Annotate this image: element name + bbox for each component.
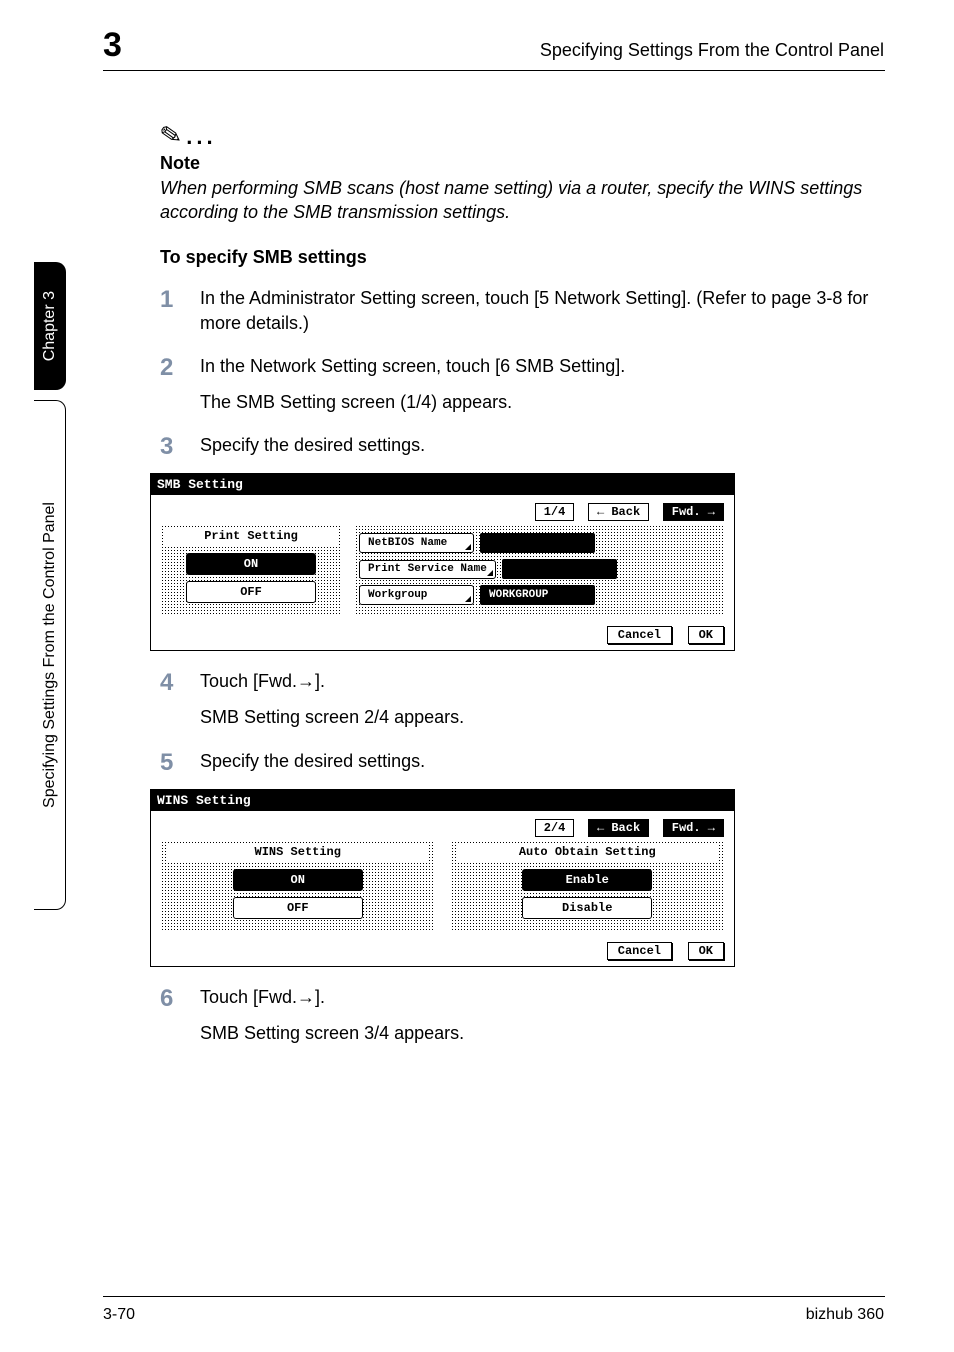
fwd-button[interactable]: Fwd. → bbox=[663, 819, 724, 837]
panel-body: 2/4 ← Back Fwd. → WINS Setting ON OFF Au… bbox=[151, 811, 734, 937]
note-block: ✎ ... Note When performing SMB scans (ho… bbox=[160, 120, 880, 225]
step-subtext: SMB Setting screen 3/4 appears. bbox=[200, 1021, 880, 1046]
header-title: Specifying Settings From the Control Pan… bbox=[540, 40, 884, 61]
cancel-button[interactable]: Cancel bbox=[607, 942, 672, 960]
step-6: 6 Touch [Fwd.→]. bbox=[160, 985, 880, 1013]
panel-body: 1/4 ← Back Fwd. → Print Setting ON OFF N… bbox=[151, 495, 734, 621]
print-service-name-button[interactable]: Print Service Name bbox=[359, 560, 496, 579]
page-indicator: 1/4 bbox=[535, 503, 575, 521]
step-text: Touch [Fwd.→]. bbox=[200, 669, 325, 697]
step-text: In the Administrator Setting screen, tou… bbox=[200, 286, 880, 336]
fwd-label: Fwd. bbox=[672, 821, 701, 835]
print-service-name-value bbox=[502, 559, 617, 579]
note-text: When performing SMB scans (host name set… bbox=[160, 176, 880, 225]
name-settings-group: NetBIOS Name Print Service Name Workgrou… bbox=[355, 525, 724, 615]
back-button[interactable]: ← Back bbox=[588, 819, 649, 837]
fwd-button[interactable]: Fwd. → bbox=[663, 503, 724, 521]
wins-setting-panel: WINS Setting 2/4 ← Back Fwd. → WINS Sett… bbox=[150, 789, 735, 967]
workgroup-button[interactable]: Workgroup bbox=[359, 585, 474, 605]
panel-title: SMB Setting bbox=[151, 474, 734, 495]
side-tab-section: Specifying Settings From the Control Pan… bbox=[34, 400, 66, 910]
off-button[interactable]: OFF bbox=[233, 897, 363, 919]
ellipsis-icon: ... bbox=[186, 124, 216, 149]
step-number: 2 bbox=[160, 354, 200, 382]
netbios-name-button[interactable]: NetBIOS Name bbox=[359, 533, 474, 553]
back-label: Back bbox=[611, 505, 640, 519]
back-label: Back bbox=[611, 821, 640, 835]
step-number: 6 bbox=[160, 985, 200, 1013]
wins-setting-heading: WINS Setting bbox=[167, 843, 429, 863]
pager: 1/4 ← Back Fwd. → bbox=[161, 503, 724, 521]
pencil-icon: ✎ bbox=[157, 118, 184, 152]
auto-obtain-group: Auto Obtain Setting Enable Disable bbox=[451, 841, 725, 931]
cancel-button[interactable]: Cancel bbox=[607, 626, 672, 644]
fwd-label: Fwd. bbox=[672, 505, 701, 519]
step-number: 1 bbox=[160, 286, 200, 336]
section-title: To specify SMB settings bbox=[160, 247, 880, 268]
panel-title: WINS Setting bbox=[151, 790, 734, 811]
step-1: 1 In the Administrator Setting screen, t… bbox=[160, 286, 880, 336]
step-subtext: SMB Setting screen 2/4 appears. bbox=[200, 705, 880, 730]
step-number: 3 bbox=[160, 433, 200, 461]
step-5: 5 Specify the desired settings. bbox=[160, 749, 880, 777]
product-name: bizhub 360 bbox=[806, 1306, 884, 1324]
pager: 2/4 ← Back Fwd. → bbox=[161, 819, 724, 837]
page: 3 Specifying Settings From the Control P… bbox=[0, 0, 954, 1352]
side-tab-section-label: Specifying Settings From the Control Pan… bbox=[41, 502, 59, 808]
on-button[interactable]: ON bbox=[233, 869, 363, 891]
step-3: 3 Specify the desired settings. bbox=[160, 433, 880, 461]
print-setting-heading: Print Setting bbox=[165, 527, 337, 547]
step-text: Specify the desired settings. bbox=[200, 433, 425, 461]
chapter-number: 3 bbox=[103, 26, 122, 65]
side-tab-chapter-label: Chapter 3 bbox=[41, 291, 59, 361]
step-2: 2 In the Network Setting screen, touch [… bbox=[160, 354, 880, 382]
note-label: Note bbox=[160, 153, 880, 174]
page-number: 3-70 bbox=[103, 1306, 135, 1324]
content: ✎ ... Note When performing SMB scans (ho… bbox=[160, 120, 880, 1046]
footer-rule bbox=[103, 1296, 885, 1297]
print-setting-group: Print Setting ON OFF bbox=[161, 525, 341, 615]
workgroup-value: WORKGROUP bbox=[480, 585, 595, 605]
disable-button[interactable]: Disable bbox=[522, 897, 652, 919]
step-subtext: The SMB Setting screen (1/4) appears. bbox=[200, 390, 880, 415]
smb-setting-panel: SMB Setting 1/4 ← Back Fwd. → Print Sett… bbox=[150, 473, 735, 651]
on-button[interactable]: ON bbox=[186, 553, 316, 575]
step-4: 4 Touch [Fwd.→]. bbox=[160, 669, 880, 697]
step-text: Specify the desired settings. bbox=[200, 749, 425, 777]
panel-footer: Cancel OK bbox=[151, 621, 734, 650]
step-text: Touch [Fwd.→]. bbox=[200, 985, 325, 1013]
enable-button[interactable]: Enable bbox=[522, 869, 652, 891]
wins-setting-group: WINS Setting ON OFF bbox=[161, 841, 435, 931]
page-indicator: 2/4 bbox=[535, 819, 575, 837]
panel-footer: Cancel OK bbox=[151, 937, 734, 966]
ok-button[interactable]: OK bbox=[688, 942, 724, 960]
step-number: 5 bbox=[160, 749, 200, 777]
netbios-name-value bbox=[480, 533, 595, 553]
header-rule bbox=[103, 70, 885, 71]
ok-button[interactable]: OK bbox=[688, 626, 724, 644]
off-button[interactable]: OFF bbox=[186, 581, 316, 603]
step-number: 4 bbox=[160, 669, 200, 697]
auto-obtain-heading: Auto Obtain Setting bbox=[457, 843, 719, 863]
side-tab-chapter: Chapter 3 bbox=[34, 262, 66, 390]
step-text: In the Network Setting screen, touch [6 … bbox=[200, 354, 625, 382]
back-button[interactable]: ← Back bbox=[588, 503, 649, 521]
